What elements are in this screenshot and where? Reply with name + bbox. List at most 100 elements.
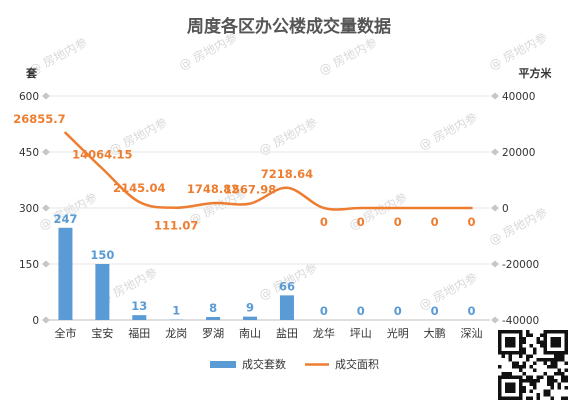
qr-module bbox=[557, 386, 561, 390]
qr-module bbox=[554, 337, 558, 341]
qr-module bbox=[543, 330, 547, 334]
qr-module bbox=[505, 386, 509, 390]
watermark-text: @ 房地内参 bbox=[256, 114, 319, 157]
bar-data-label: 66 bbox=[279, 279, 295, 293]
qr-module bbox=[512, 340, 516, 344]
qr-module bbox=[550, 337, 554, 341]
qr-code bbox=[496, 328, 570, 402]
qr-module bbox=[533, 382, 537, 386]
qr-module bbox=[547, 389, 551, 393]
qr-module bbox=[519, 354, 523, 358]
right-tick-marker bbox=[491, 316, 499, 324]
qr-module bbox=[526, 396, 530, 400]
qr-module bbox=[561, 379, 565, 383]
qr-module bbox=[519, 333, 523, 337]
legend-bar-swatch bbox=[210, 361, 236, 368]
qr-module bbox=[536, 396, 540, 400]
qr-module bbox=[557, 368, 561, 372]
qr-module bbox=[529, 365, 533, 369]
qr-module bbox=[529, 354, 533, 358]
qr-module bbox=[505, 382, 509, 386]
qr-module bbox=[557, 340, 561, 344]
bar-data-label: 1 bbox=[172, 304, 180, 318]
qr-module bbox=[550, 396, 554, 400]
qr-module bbox=[557, 344, 561, 348]
qr-module bbox=[519, 393, 523, 397]
qr-module bbox=[522, 351, 526, 355]
watermark-text: @ 房地内参 bbox=[416, 109, 479, 152]
qr-module bbox=[498, 337, 502, 341]
bar-data-label: 13 bbox=[131, 299, 147, 313]
qr-module bbox=[501, 372, 505, 376]
qr-module bbox=[508, 396, 512, 400]
qr-module bbox=[498, 386, 502, 390]
category-label: 坪山 bbox=[350, 327, 372, 340]
qr-module bbox=[540, 358, 544, 362]
qr-module bbox=[526, 330, 530, 334]
qr-module bbox=[529, 375, 533, 379]
qr-module bbox=[564, 344, 568, 348]
qr-module bbox=[505, 375, 509, 379]
qr-module bbox=[498, 347, 502, 351]
qr-module bbox=[564, 340, 568, 344]
qr-module bbox=[536, 358, 540, 362]
qr-module bbox=[498, 344, 502, 348]
qr-module bbox=[543, 358, 547, 362]
qr-module bbox=[522, 386, 526, 390]
qr-module bbox=[505, 340, 509, 344]
qr-module bbox=[554, 379, 558, 383]
qr-module bbox=[498, 330, 502, 334]
qr-module bbox=[505, 330, 509, 334]
category-label: 大鹏 bbox=[424, 326, 446, 340]
bar-series bbox=[58, 227, 294, 320]
qr-module bbox=[508, 351, 512, 355]
qr-module bbox=[543, 351, 547, 355]
qr-module bbox=[498, 340, 502, 344]
qr-module bbox=[547, 365, 551, 369]
qr-module bbox=[554, 330, 558, 334]
bar bbox=[95, 264, 110, 320]
qr-module bbox=[550, 351, 554, 355]
area-data-label: 7218.64 bbox=[261, 167, 313, 181]
left-tick-label: 600 bbox=[19, 91, 39, 103]
qr-module bbox=[526, 358, 530, 362]
qr-module bbox=[543, 344, 547, 348]
qr-module bbox=[561, 351, 565, 355]
bar bbox=[243, 316, 258, 320]
qr-module bbox=[508, 330, 512, 334]
qr-module bbox=[561, 354, 565, 358]
qr-module bbox=[543, 372, 547, 376]
bar-data-label: 247 bbox=[53, 212, 77, 226]
qr-module bbox=[550, 382, 554, 386]
bar-labels: 247 150 13 1 8 9 66 0 0 0 0 0 bbox=[53, 212, 475, 318]
qr-module bbox=[522, 389, 526, 393]
right-tick-marker bbox=[491, 204, 499, 212]
qr-module bbox=[561, 330, 565, 334]
qr-module bbox=[543, 389, 547, 393]
qr-module bbox=[557, 382, 561, 386]
watermark-text: @ 房地内参 bbox=[316, 34, 379, 77]
qr-module bbox=[547, 393, 551, 397]
category-label: 龙华 bbox=[313, 326, 335, 340]
qr-module bbox=[554, 351, 558, 355]
area-data-label: 1748.82 bbox=[187, 182, 239, 196]
qr-module bbox=[512, 382, 516, 386]
area-data-label: 26855.7 bbox=[13, 112, 65, 126]
qr-module bbox=[529, 389, 533, 393]
qr-module bbox=[512, 361, 516, 365]
qr-module bbox=[554, 365, 558, 369]
qr-module bbox=[519, 337, 523, 341]
qr-module bbox=[564, 337, 568, 341]
left-tick-label: 150 bbox=[19, 259, 39, 271]
qr-module bbox=[536, 337, 540, 341]
qr-module bbox=[536, 375, 540, 379]
qr-module bbox=[519, 351, 523, 355]
qr-module bbox=[522, 361, 526, 365]
qr-module bbox=[547, 382, 551, 386]
qr-module bbox=[564, 351, 568, 355]
area-labels: 26855.7 14064.15 2145.04 111.07 1748.821567.… bbox=[13, 112, 475, 233]
qr-module bbox=[536, 340, 540, 344]
qr-module bbox=[529, 344, 533, 348]
qr-module bbox=[564, 330, 568, 334]
qr-module bbox=[564, 368, 568, 372]
